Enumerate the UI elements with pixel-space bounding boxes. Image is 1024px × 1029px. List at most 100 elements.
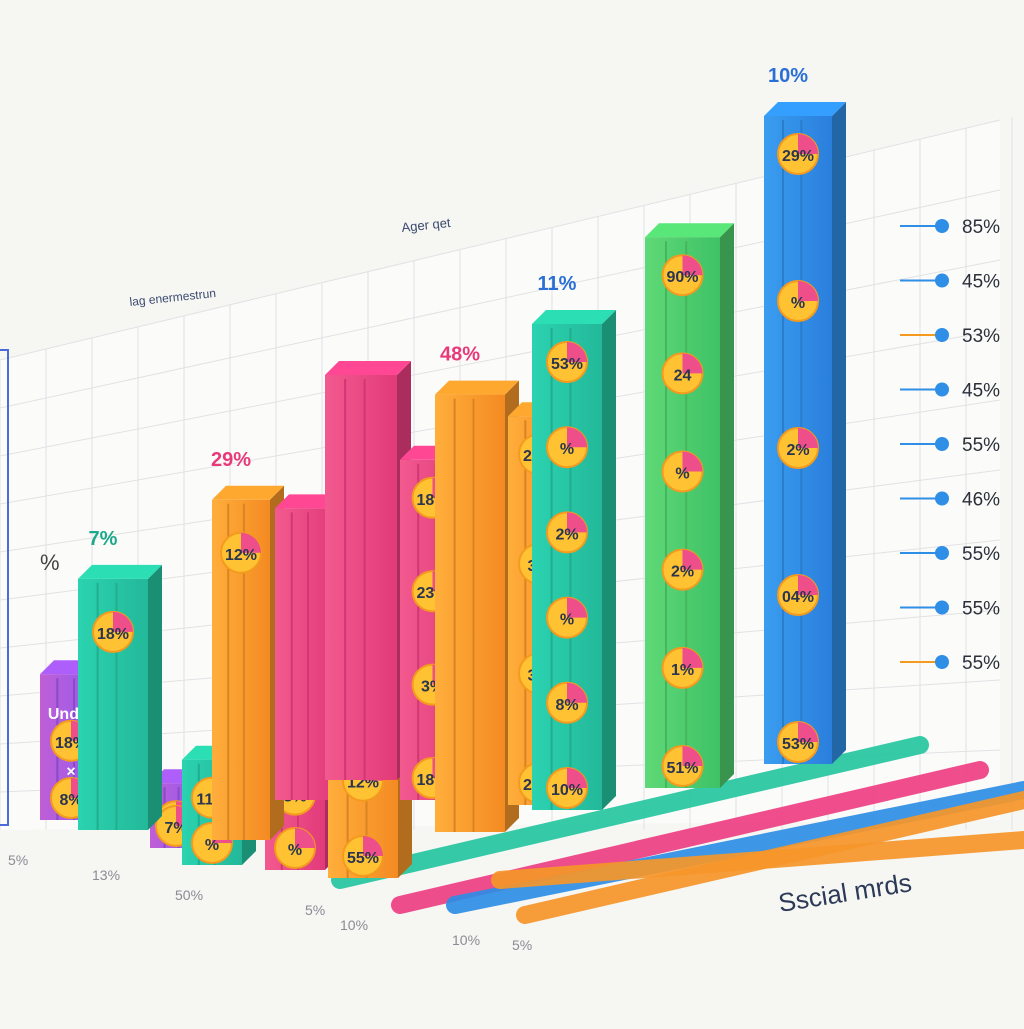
- bar-value-label: 24: [674, 367, 692, 384]
- pie-badge-slice: [567, 597, 587, 618]
- pie-badge-slice: [798, 134, 818, 154]
- bar-value-label: 29%: [782, 148, 814, 165]
- pie-badge-slice: [682, 549, 703, 570]
- bar-value-label: 2%: [671, 564, 694, 581]
- bar-value-label: 7%: [164, 820, 187, 837]
- axis-tick-label: 10%: [340, 917, 368, 933]
- bar-value-label: %: [560, 612, 574, 629]
- bar-value-label: 55%: [347, 850, 379, 867]
- bar-side: [720, 223, 734, 788]
- legend-dot: [935, 491, 949, 506]
- bar: 90% 24% 2% 1% 51%: [645, 223, 734, 788]
- legend-dot: [935, 437, 949, 451]
- bar-value-label: %: [675, 466, 689, 483]
- bar-top: [764, 102, 846, 116]
- pie-badge-slice: [295, 828, 315, 848]
- pie-badge-slice: [798, 575, 818, 595]
- bar-top: [212, 485, 284, 500]
- bar-value-label: 8%: [59, 792, 82, 809]
- bar-value-label: 1%: [671, 662, 694, 679]
- bar-front: [645, 237, 720, 788]
- pie-badge-slice: [798, 281, 818, 301]
- bar-top: [645, 223, 734, 238]
- bar-value-label: %: [560, 441, 574, 458]
- bar-top: [78, 564, 162, 579]
- left-axis-label: %: [40, 550, 60, 575]
- legend: 85% 45% 53% 45% 55% 46% 55% 55% 55%: [900, 217, 1000, 674]
- legend-label: 55%: [962, 435, 1000, 456]
- pie-badge-slice: [567, 512, 587, 533]
- pie-badge-slice: [682, 647, 703, 668]
- legend-label: 45%: [962, 381, 1000, 402]
- bar-top: [325, 361, 411, 375]
- legend-dot: [935, 655, 949, 669]
- bar-front: [325, 375, 397, 780]
- pie-badge-slice: [363, 836, 383, 856]
- bar-value-label: 53%: [551, 356, 583, 373]
- legend-dot: [935, 219, 949, 233]
- legend-label: 85%: [962, 217, 1000, 238]
- legend-label: 55%: [962, 653, 1000, 674]
- bar-front: [532, 324, 602, 810]
- axis-tick-label: 5%: [512, 937, 532, 953]
- floor-ribbon: [516, 791, 1024, 924]
- legend-dot: [935, 546, 949, 560]
- bar: [325, 361, 411, 780]
- axis-tick-label: 50%: [175, 887, 203, 903]
- bar: 48%: [435, 344, 519, 832]
- legend-dot: [935, 328, 949, 342]
- floor-ribbons: [331, 736, 1024, 924]
- legend-dot: [935, 382, 949, 397]
- pie-badge-slice: [682, 746, 703, 766]
- bar-top: [532, 310, 616, 324]
- bar-side: [148, 564, 162, 830]
- bar-value-label: %: [288, 842, 302, 859]
- pie-badge-slice: [113, 611, 133, 632]
- legend-dot: [935, 273, 949, 288]
- pie-badge-slice: [682, 451, 703, 472]
- bar-value-label: 04%: [782, 589, 814, 606]
- bar-top: [435, 380, 519, 395]
- legend-dot: [935, 600, 949, 615]
- bar: 29% 12%: [211, 449, 284, 840]
- x-axis-title: Sscial mrds: [776, 867, 913, 918]
- pie-badge-slice: [567, 682, 587, 703]
- pie-badge-slice: [241, 532, 261, 553]
- axis-ticks: 5% 13% 50% 5% 10% 10% 5%: [8, 852, 532, 953]
- pie-badge-slice: [682, 255, 703, 276]
- bar-value-label: 90%: [666, 269, 698, 286]
- bar-top-label: 7%: [89, 528, 118, 550]
- bar-top-label: 10%: [768, 65, 808, 87]
- bar-side: [602, 310, 616, 810]
- axis-tick-label: 10%: [452, 932, 480, 948]
- legend-label: 46%: [962, 490, 1000, 511]
- bar: 7% 18%: [78, 528, 162, 830]
- bar-value-label: ×: [66, 763, 75, 780]
- pie-badge-slice: [798, 722, 818, 742]
- bar-value-label: 8%: [555, 697, 578, 714]
- legend-label: 45%: [962, 272, 1000, 293]
- bar-front: [435, 394, 505, 832]
- bar-top-label: 48%: [440, 344, 480, 366]
- axis-tick-label: 13%: [92, 867, 120, 883]
- bar-value-label: %: [791, 295, 805, 312]
- bar-value-label: 10%: [551, 782, 583, 799]
- axis-tick-label: 5%: [8, 852, 28, 868]
- bar-value-label: 51%: [666, 760, 698, 777]
- bar-value-label: 53%: [782, 736, 814, 753]
- bar-top-label: 11%: [538, 273, 577, 295]
- legend-label: 55%: [962, 599, 1000, 620]
- header-label-1: Ager qet: [401, 215, 452, 235]
- legend-label: 55%: [962, 544, 1000, 565]
- header-label-2: lag enermestrun: [129, 286, 217, 309]
- pie-badge-slice: [567, 768, 587, 788]
- bar: 11% 53%% 2%% 8% 10%: [532, 273, 616, 810]
- bar-value-label: 2%: [786, 442, 809, 459]
- floor-ribbon: [446, 781, 1024, 914]
- bar-side: [832, 102, 846, 764]
- axis-tick-label: 5%: [305, 902, 325, 918]
- legend-label: 53%: [962, 326, 1000, 347]
- bars-group: Under18%×8%2%7%7%18%11%%3%%29%12%19%12%5…: [40, 65, 846, 878]
